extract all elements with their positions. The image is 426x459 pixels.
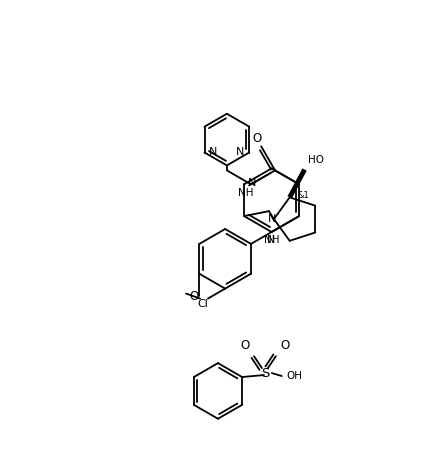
Text: N: N: [236, 146, 245, 157]
Text: O: O: [190, 290, 199, 303]
Text: O: O: [253, 132, 262, 145]
Text: NH: NH: [238, 188, 254, 198]
Text: &1: &1: [298, 191, 309, 200]
Text: N: N: [266, 235, 275, 245]
Text: OH: OH: [287, 371, 303, 381]
Text: O: O: [280, 339, 289, 352]
Text: NH: NH: [264, 235, 280, 245]
Text: N: N: [268, 214, 276, 224]
Text: HO: HO: [308, 155, 324, 165]
Text: S: S: [261, 367, 269, 380]
Text: N: N: [248, 178, 256, 188]
Text: N: N: [209, 146, 218, 157]
Text: O: O: [240, 339, 250, 352]
Text: Cl: Cl: [197, 298, 208, 308]
